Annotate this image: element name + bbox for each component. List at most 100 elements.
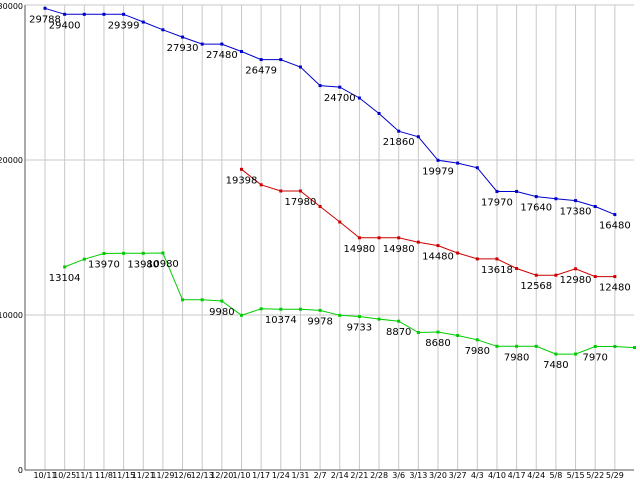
data-point-green	[633, 346, 636, 350]
data-point-blue	[495, 189, 499, 193]
data-point-blue	[593, 205, 597, 208]
data-point-blue	[357, 96, 361, 100]
data-point-blue	[475, 166, 479, 170]
data-point-blue	[456, 161, 460, 165]
x-tick-label: 5/15	[567, 471, 585, 480]
data-label-blue: 19979	[422, 166, 454, 177]
data-point-blue	[82, 12, 86, 16]
data-label-blue: 29400	[49, 20, 81, 31]
x-tick-label: 3/20	[429, 471, 447, 480]
data-point-blue	[200, 42, 204, 46]
data-label-green: 7970	[582, 352, 607, 363]
data-label-blue: 27930	[167, 43, 199, 54]
data-label-blue: 26479	[245, 66, 277, 77]
data-point-red	[338, 220, 342, 224]
x-tick-label: 12/6	[174, 471, 192, 480]
x-tick-label: 1/31	[291, 471, 309, 480]
data-label-green: 7980	[504, 352, 529, 363]
y-axis-ticks: 0 10000 20000 30000	[0, 2, 23, 475]
data-point-green	[475, 338, 479, 342]
data-label-green: 9978	[307, 316, 332, 327]
data-point-red	[377, 236, 381, 240]
x-tick-label: 5/29	[606, 471, 624, 480]
data-point-red	[298, 189, 302, 193]
data-label-red: 12980	[560, 275, 592, 286]
data-point-red	[534, 273, 538, 277]
data-label-green: 7980	[465, 346, 490, 357]
data-point-blue	[436, 158, 440, 162]
data-label-red: 12480	[599, 283, 631, 294]
data-point-blue	[574, 199, 578, 203]
data-point-green	[318, 308, 322, 312]
data-point-green	[240, 313, 243, 317]
x-tick-label: 2/14	[331, 471, 349, 480]
x-tick-label: 1/24	[272, 471, 290, 480]
x-tick-label: 2/7	[314, 471, 327, 480]
grid	[25, 4, 634, 471]
series-group	[43, 6, 636, 356]
data-point-green	[593, 344, 597, 348]
y-tick-label: 20000	[0, 156, 23, 165]
data-point-red	[456, 251, 460, 255]
data-label-red: 12568	[520, 281, 552, 292]
data-point-red	[318, 205, 322, 208]
data-label-red: 14980	[383, 244, 415, 255]
data-point-green	[574, 352, 578, 356]
data-point-green	[456, 333, 460, 337]
data-label-red: 13618	[481, 265, 513, 276]
data-label-green: 10980	[147, 259, 179, 270]
data-point-green	[515, 344, 519, 348]
data-point-red	[279, 189, 283, 193]
data-point-red	[259, 183, 263, 187]
data-point-green	[259, 307, 263, 311]
x-tick-label: 1/17	[252, 471, 270, 480]
x-tick-label: 3/13	[409, 471, 427, 480]
data-point-blue	[141, 20, 145, 24]
data-point-red	[574, 267, 578, 271]
data-label-red: 19398	[226, 175, 258, 186]
x-tick-label: 2/21	[350, 471, 368, 480]
data-label-green: 13970	[88, 259, 120, 270]
x-tick-label: 4/10	[488, 471, 506, 480]
data-point-blue	[377, 112, 381, 115]
x-tick-label: 2/28	[370, 471, 388, 480]
data-label-green: 9980	[209, 307, 234, 318]
data-point-green	[141, 251, 145, 255]
data-point-blue	[416, 135, 420, 139]
data-point-blue	[240, 50, 243, 53]
data-label-blue: 29399	[108, 20, 140, 31]
data-point-blue	[161, 28, 165, 32]
data-label-green: 13980	[127, 259, 159, 270]
data-point-blue	[554, 197, 558, 201]
data-point-blue	[220, 42, 224, 46]
data-point-red	[593, 275, 597, 279]
data-label-green: 9733	[347, 323, 372, 334]
data-label-red: 14480	[422, 252, 454, 263]
data-label-blue: 21860	[383, 137, 415, 148]
data-point-red	[554, 273, 558, 277]
data-point-blue	[298, 65, 302, 69]
data-label-red: 17980	[285, 197, 317, 208]
x-tick-label: 11/8	[95, 471, 113, 480]
data-point-red	[436, 244, 440, 248]
series-line-red	[241, 168, 615, 278]
data-label-blue: 17970	[481, 197, 513, 208]
x-tick-label: 4/17	[508, 471, 526, 480]
data-point-red	[613, 275, 617, 279]
data-label-green: 10374	[265, 315, 297, 326]
data-point-red	[475, 257, 479, 261]
y-tick-label: 30000	[0, 2, 23, 11]
y-tick-label: 10000	[0, 311, 23, 320]
x-tick-label: 3/6	[392, 471, 405, 480]
data-point-green	[554, 352, 558, 356]
x-tick-label: 4/24	[527, 471, 545, 480]
data-point-green	[82, 257, 86, 261]
data-label-green: 13104	[49, 273, 81, 284]
x-tick-label: 1/10	[233, 471, 251, 480]
data-label-green: 8870	[386, 327, 411, 338]
x-tick-label: 11/1	[75, 471, 93, 480]
series-line-blue	[44, 7, 615, 216]
x-tick-label: 3/27	[449, 471, 467, 480]
x-tick-label: 11/29	[151, 471, 174, 480]
